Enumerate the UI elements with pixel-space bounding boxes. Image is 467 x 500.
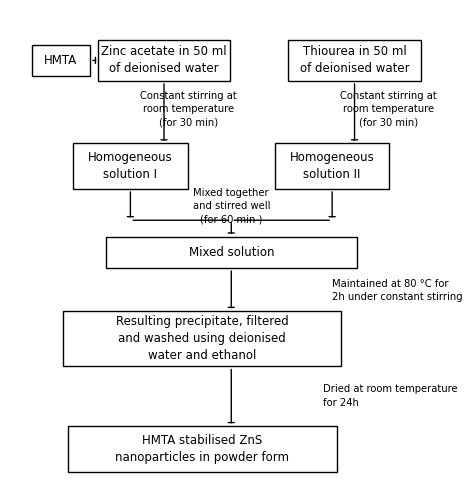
FancyBboxPatch shape [275, 143, 389, 189]
Text: HMTA: HMTA [44, 54, 78, 67]
FancyBboxPatch shape [289, 40, 421, 81]
FancyBboxPatch shape [73, 143, 188, 189]
Text: Zinc acetate in 50 ml
of deionised water: Zinc acetate in 50 ml of deionised water [101, 46, 227, 76]
Text: Constant stirring at
room temperature
(for 30 min): Constant stirring at room temperature (f… [340, 91, 437, 128]
Text: Homogeneous
solution I: Homogeneous solution I [88, 151, 173, 181]
FancyBboxPatch shape [68, 426, 337, 472]
Text: Mixed solution: Mixed solution [189, 246, 274, 259]
FancyBboxPatch shape [63, 311, 341, 366]
FancyBboxPatch shape [106, 237, 357, 268]
FancyBboxPatch shape [98, 40, 230, 81]
Text: Constant stirring at
room temperature
(for 30 min): Constant stirring at room temperature (f… [140, 91, 237, 128]
Text: Thiourea in 50 ml
of deionised water: Thiourea in 50 ml of deionised water [300, 46, 410, 76]
Text: HMTA stabilised ZnS
nanoparticles in powder form: HMTA stabilised ZnS nanoparticles in pow… [115, 434, 289, 464]
Text: Maintained at 80 °C for
2h under constant stirring: Maintained at 80 °C for 2h under constan… [332, 279, 463, 302]
Text: Homogeneous
solution II: Homogeneous solution II [290, 151, 375, 181]
Text: Dried at room temperature
for 24h: Dried at room temperature for 24h [323, 384, 458, 407]
Text: Resulting precipitate, filtered
and washed using deionised
water and ethanol: Resulting precipitate, filtered and wash… [116, 316, 289, 362]
FancyBboxPatch shape [32, 45, 90, 76]
Text: Mixed together
and stirred well
(for 60 min ): Mixed together and stirred well (for 60 … [192, 188, 270, 224]
